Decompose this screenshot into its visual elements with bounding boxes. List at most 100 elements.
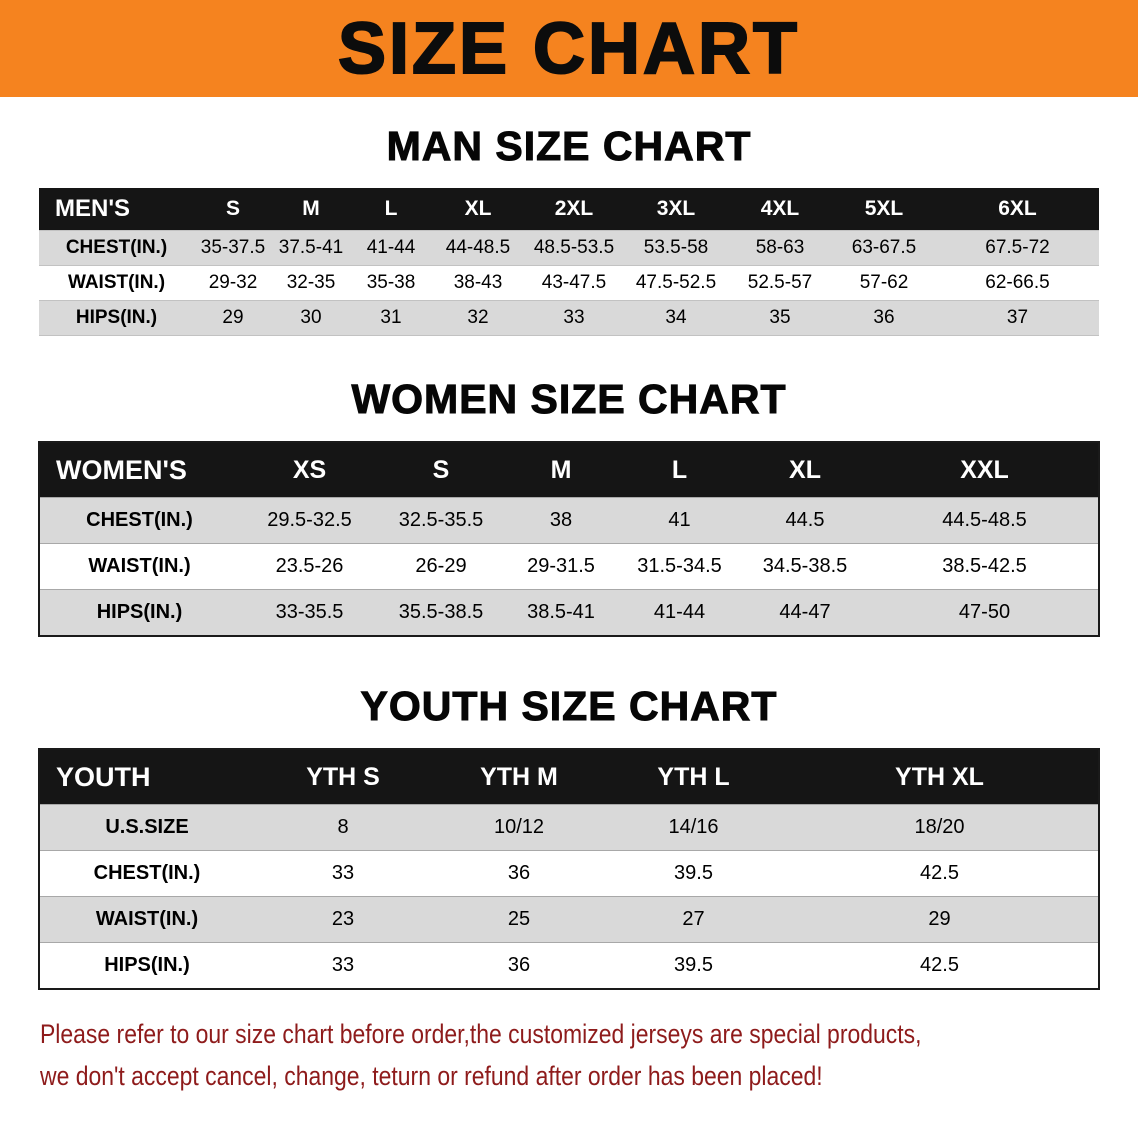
- men-measurement-value: 36: [832, 300, 936, 336]
- men-measurement-value: 38-43: [432, 265, 524, 301]
- women-measurement-value: 29-31.5: [502, 543, 620, 590]
- men-chart-heading: MAN SIZE CHART: [386, 122, 752, 169]
- youth-group-label: YOUTH: [39, 748, 254, 805]
- youth-measurement-value: 14/16: [606, 804, 781, 851]
- youth-measurement-value: 36: [432, 850, 606, 897]
- men-measurement-value: 48.5-53.5: [524, 230, 624, 266]
- men-size-column-header: 4XL: [728, 188, 832, 231]
- men-size-table: MEN'S S M L XL 2XL 3XL 4XL 5XL 6XL CHEST(IN.) 35-37…: [39, 188, 1099, 336]
- women-size-column-header: XXL: [871, 441, 1099, 498]
- disclaimer-line-1: Please refer to our size chart before or…: [40, 1018, 922, 1049]
- men-header-row: MEN'S S M L XL 2XL 3XL 4XL 5XL 6XL: [39, 188, 1099, 231]
- women-row-label: CHEST(IN.): [39, 497, 239, 544]
- men-size-column-header: XL: [432, 188, 524, 231]
- youth-measurement-value: 10/12: [432, 804, 606, 851]
- women-measurement-value: 26-29: [380, 543, 502, 590]
- women-measurement-value: 44.5: [739, 497, 871, 544]
- youth-row-label: U.S.SIZE: [39, 804, 254, 851]
- women-measurement-value: 31.5-34.5: [620, 543, 739, 590]
- women-size-column-header: XS: [239, 441, 380, 498]
- women-size-column-header: XL: [739, 441, 871, 498]
- men-measurement-row: CHEST(IN.) 35-37.5 37.5-41 41-44 44-48.5 48.5…: [39, 230, 1099, 266]
- men-measurement-row: WAIST(IN.) 29-32 32-35 35-38 38-43 43-47.5 47.…: [39, 265, 1099, 301]
- women-size-column-header: S: [380, 441, 502, 498]
- youth-measurement-value: 42.5: [781, 942, 1099, 989]
- youth-measurement-value: 33: [254, 942, 432, 989]
- men-measurement-value: 67.5-72: [936, 230, 1099, 266]
- youth-measurement-value: 23: [254, 896, 432, 943]
- men-measurement-value: 34: [624, 300, 728, 336]
- women-measurement-value: 38.5-42.5: [871, 543, 1099, 590]
- men-measurement-value: 52.5-57: [728, 265, 832, 301]
- youth-measurement-value: 25: [432, 896, 606, 943]
- youth-size-table: YOUTH YTH S YTH M YTH L YTH XL U.S.SIZE 8 10/12…: [38, 747, 1100, 990]
- men-measurement-value: 53.5-58: [624, 230, 728, 266]
- youth-measurement-row: U.S.SIZE 8 10/12 14/16 18/20: [39, 804, 1099, 851]
- women-chart-heading: WOMEN SIZE CHART: [351, 375, 787, 422]
- men-measurement-value: 32: [432, 300, 524, 336]
- women-size-column-header: L: [620, 441, 739, 498]
- youth-measurement-row: HIPS(IN.) 33 36 39.5 42.5: [39, 942, 1099, 989]
- men-measurement-value: 57-62: [832, 265, 936, 301]
- men-size-column-header: 5XL: [832, 188, 936, 231]
- men-measurement-value: 63-67.5: [832, 230, 936, 266]
- youth-chart-heading: YOUTH SIZE CHART: [360, 682, 778, 729]
- men-measurement-value: 35-37.5: [194, 230, 272, 266]
- youth-measurement-value: 42.5: [781, 850, 1099, 897]
- men-measurement-value: 33: [524, 300, 624, 336]
- men-size-column-header: S: [194, 188, 272, 231]
- youth-size-column-header: YTH M: [432, 748, 606, 805]
- men-group-label: MEN'S: [39, 188, 194, 231]
- men-measurement-value: 31: [350, 300, 432, 336]
- women-header-row: WOMEN'S XS S M L XL XXL: [39, 441, 1099, 498]
- youth-row-label: CHEST(IN.): [39, 850, 254, 897]
- men-measurement-value: 44-48.5: [432, 230, 524, 266]
- women-measurement-row: HIPS(IN.) 33-35.5 35.5-38.5 38.5-41 41-44 44-…: [39, 589, 1099, 636]
- size-chart-page: SIZE CHART MAN SIZE CHART MEN'S S M L XL 2XL 3…: [0, 0, 1138, 1091]
- women-measurement-value: 34.5-38.5: [739, 543, 871, 590]
- women-measurement-value: 44.5-48.5: [871, 497, 1099, 544]
- youth-measurement-row: CHEST(IN.) 33 36 39.5 42.5: [39, 850, 1099, 897]
- women-measurement-value: 38: [502, 497, 620, 544]
- women-measurement-value: 35.5-38.5: [380, 589, 502, 636]
- youth-measurement-value: 29: [781, 896, 1099, 943]
- men-measurement-value: 58-63: [728, 230, 832, 266]
- women-measurement-value: 29.5-32.5: [239, 497, 380, 544]
- women-measurement-value: 33-35.5: [239, 589, 380, 636]
- men-measurement-value: 32-35: [272, 265, 350, 301]
- youth-measurement-value: 18/20: [781, 804, 1099, 851]
- men-measurement-value: 35-38: [350, 265, 432, 301]
- men-row-label: WAIST(IN.): [39, 265, 194, 301]
- youth-measurement-value: 8: [254, 804, 432, 851]
- men-measurement-value: 37: [936, 300, 1099, 336]
- women-measurement-value: 32.5-35.5: [380, 497, 502, 544]
- youth-measurement-row: WAIST(IN.) 23 25 27 29: [39, 896, 1099, 943]
- youth-size-column-header: YTH L: [606, 748, 781, 805]
- women-size-column-header: M: [502, 441, 620, 498]
- banner-title: SIZE CHART: [337, 8, 800, 89]
- youth-measurement-value: 27: [606, 896, 781, 943]
- men-measurement-value: 41-44: [350, 230, 432, 266]
- women-measurement-value: 38.5-41: [502, 589, 620, 636]
- youth-row-label: WAIST(IN.): [39, 896, 254, 943]
- youth-size-column-header: YTH S: [254, 748, 432, 805]
- men-size-column-header: L: [350, 188, 432, 231]
- men-size-column-header: 2XL: [524, 188, 624, 231]
- men-size-column-header: 6XL: [936, 188, 1099, 231]
- men-measurement-row: HIPS(IN.) 29 30 31 32 33 34 35 36 37: [39, 300, 1099, 336]
- men-size-column-header: 3XL: [624, 188, 728, 231]
- disclaimer-line-2: we don't accept cancel, change, teturn o…: [40, 1060, 823, 1091]
- women-measurement-value: 41: [620, 497, 739, 544]
- women-measurement-value: 44-47: [739, 589, 871, 636]
- youth-measurement-value: 39.5: [606, 850, 781, 897]
- women-size-table: WOMEN'S XS S M L XL XXL CHEST(IN.) 29.5-32.5 32.5…: [38, 440, 1100, 637]
- women-group-label: WOMEN'S: [39, 441, 239, 498]
- youth-header-row: YOUTH YTH S YTH M YTH L YTH XL: [39, 748, 1099, 805]
- men-measurement-value: 43-47.5: [524, 265, 624, 301]
- men-size-column-header: M: [272, 188, 350, 231]
- page-banner: SIZE CHART: [0, 0, 1138, 97]
- men-measurement-value: 35: [728, 300, 832, 336]
- women-row-label: WAIST(IN.): [39, 543, 239, 590]
- youth-size-column-header: YTH XL: [781, 748, 1099, 805]
- youth-measurement-value: 36: [432, 942, 606, 989]
